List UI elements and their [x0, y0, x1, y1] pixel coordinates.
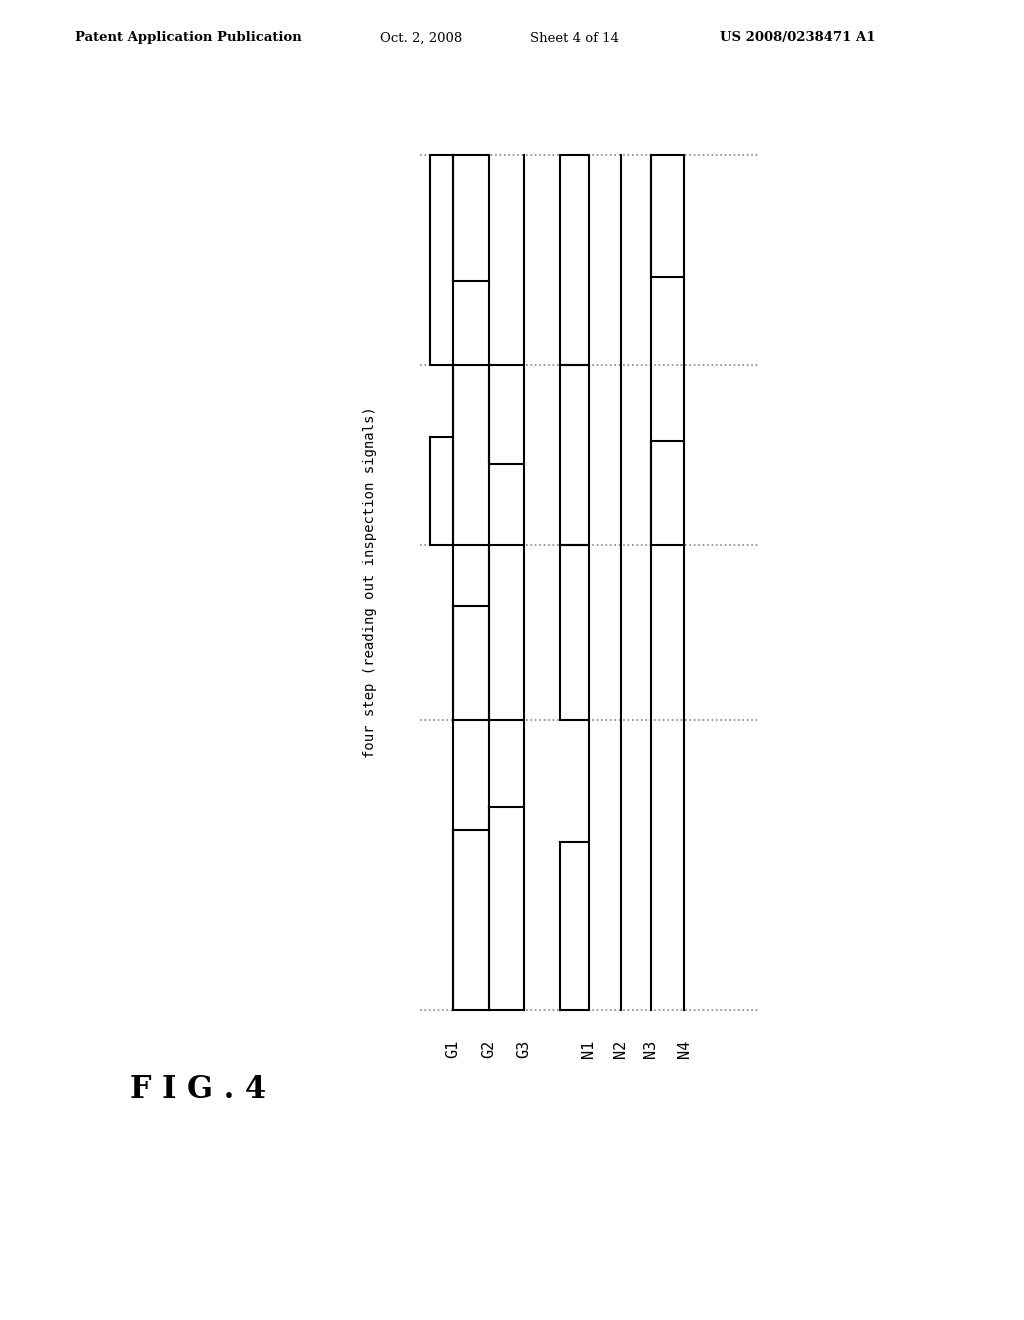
Text: N3: N3: [643, 1040, 658, 1059]
Text: F I G . 4: F I G . 4: [130, 1074, 266, 1106]
Text: four step (reading out inspection signals): four step (reading out inspection signal…: [362, 407, 377, 759]
Text: N4: N4: [677, 1040, 691, 1059]
Text: Patent Application Publication: Patent Application Publication: [75, 32, 302, 45]
Text: N1: N1: [582, 1040, 597, 1059]
Text: G2: G2: [481, 1040, 497, 1059]
Text: US 2008/0238471 A1: US 2008/0238471 A1: [720, 32, 876, 45]
Text: G3: G3: [516, 1040, 531, 1059]
Text: Sheet 4 of 14: Sheet 4 of 14: [530, 32, 618, 45]
Text: N2: N2: [613, 1040, 629, 1059]
Text: Oct. 2, 2008: Oct. 2, 2008: [380, 32, 462, 45]
Text: G1: G1: [445, 1040, 461, 1059]
